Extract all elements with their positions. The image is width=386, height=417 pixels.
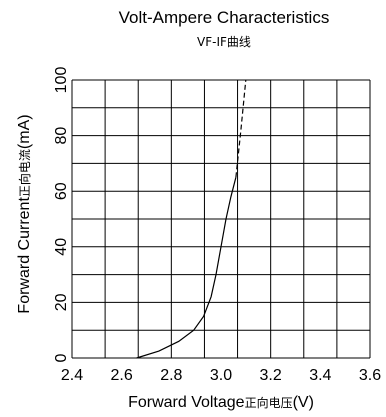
x-tick-label: 2.6 — [111, 367, 133, 384]
x-tick-label: 3.6 — [359, 367, 381, 384]
x-axis-label: Forward Voltage正向电压(V) — [128, 394, 314, 411]
y-axis-label-cn: 正向电流 — [17, 149, 32, 197]
y-axis-label-unit: (mA) — [16, 114, 33, 149]
y-tick-label: 20 — [53, 293, 70, 311]
x-tick-label: 3.4 — [309, 367, 331, 384]
x-axis-label-cn: 正向电压 — [245, 395, 293, 410]
x-tick-label: 2.4 — [61, 367, 83, 384]
series-line-dashed — [235, 79, 247, 178]
y-axis-label: Forward Current正向电流(mA) — [16, 114, 33, 313]
x-axis-label-en: Forward Voltage — [128, 394, 245, 411]
x-tick-label: 3.2 — [260, 367, 282, 384]
y-tick-labels: 0 20 40 60 80 100 — [53, 67, 70, 363]
series-lines — [136, 79, 247, 359]
y-tick-label: 100 — [53, 67, 70, 94]
x-axis-label-unit: (V) — [293, 394, 314, 411]
y-axis-label-en: Forward Current — [16, 197, 33, 314]
x-tick-labels: 2.4 2.6 2.8 3.0 3.2 3.4 3.6 — [61, 367, 381, 384]
y-tick-label: 40 — [53, 238, 70, 256]
y-tick-label: 60 — [53, 182, 70, 200]
x-tick-label: 2.8 — [160, 367, 182, 384]
series-line-solid — [136, 177, 237, 359]
chart-subtitle: VF-IF曲线 — [197, 35, 251, 49]
y-tick-label: 80 — [53, 127, 70, 145]
x-tick-label: 3.0 — [210, 367, 232, 384]
chart-title: Volt-Ampere Characteristics — [119, 8, 330, 27]
plot-grid — [71, 79, 371, 359]
y-tick-label: 0 — [53, 353, 70, 362]
